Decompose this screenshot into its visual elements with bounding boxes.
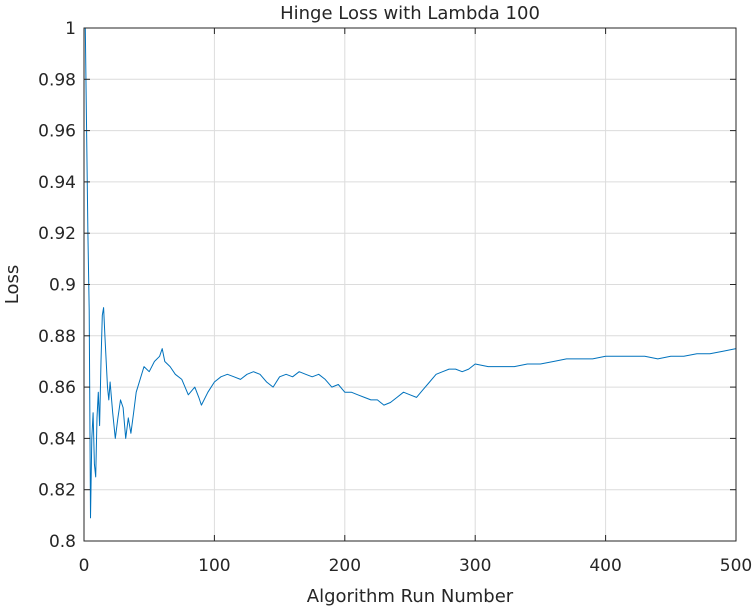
y-tick-label: 0.98: [38, 70, 76, 90]
chart-title: Hinge Loss with Lambda 100: [280, 3, 540, 24]
y-tick-label: 0.92: [38, 224, 76, 244]
x-tick-label: 100: [198, 556, 230, 576]
y-tick-label: 0.8: [49, 532, 76, 552]
y-tick-label: 0.84: [38, 429, 76, 449]
x-axis-title: Algorithm Run Number: [307, 586, 514, 607]
series-layer: [84, 27, 737, 519]
y-tick-label: 0.94: [38, 173, 76, 193]
x-tick-label: 500: [720, 556, 752, 576]
x-tick-label: 0: [79, 556, 90, 576]
y-tick-label: 1: [65, 19, 76, 39]
y-axis-title: Loss: [2, 265, 23, 304]
y-tick-label: 0.96: [38, 122, 76, 142]
x-tick-label: 300: [459, 556, 491, 576]
x-tick-label: 400: [589, 556, 621, 576]
gridlines: [83, 27, 737, 542]
y-axis-ticks: 0.8 0.82 0.84 0.86 0.88 0.9 0.92 0.94 0.96 0.98 1: [38, 19, 736, 552]
x-tick-label: 200: [329, 556, 361, 576]
y-tick-label: 0.86: [38, 378, 76, 398]
y-tick-label: 0.82: [38, 481, 76, 501]
y-tick-label: 0.88: [38, 327, 76, 347]
y-tick-label: 0.9: [49, 276, 76, 296]
x-axis-ticks: 0 100 200 300 400 500: [79, 28, 752, 576]
series-line: [84, 27, 737, 519]
